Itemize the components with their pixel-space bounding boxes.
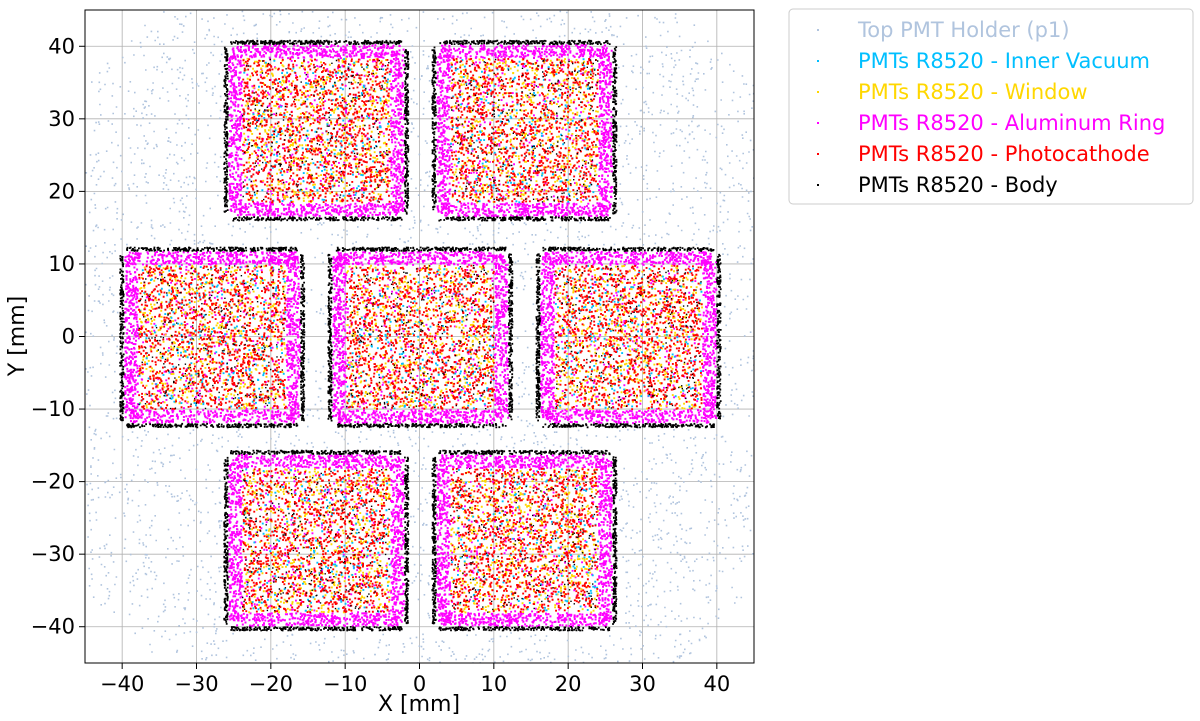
pmts-r8520-photocathode-points — [137, 58, 703, 613]
legend-entry: PMTs R8520 - Aluminum Ring — [858, 111, 1165, 135]
y-tick-label: 30 — [48, 107, 75, 131]
legend-marker — [817, 60, 819, 62]
legend-marker — [817, 29, 819, 31]
x-tick-label: 0 — [413, 672, 426, 696]
legend-entry: PMTs R8520 - Inner Vacuum — [858, 49, 1150, 73]
y-tick-label: −10 — [31, 397, 75, 421]
y-axis-label: Y [mm] — [5, 296, 30, 377]
x-tick-label: −10 — [323, 672, 367, 696]
legend-marker — [817, 184, 819, 186]
legend: Top PMT Holder (p1) PMTs R8520 - Inner Va… — [788, 8, 1194, 205]
data-points — [85, 10, 754, 663]
x-tick-label: 40 — [703, 672, 730, 696]
y-tick-label: 0 — [62, 325, 75, 349]
legend-marker — [817, 153, 819, 155]
legend-entry: PMTs R8520 - Window — [858, 80, 1088, 104]
legend-marker — [817, 122, 819, 124]
axis-ticks: −40 −30 −20 −10 0 10 20 30 40 −40 −30 −20 −10 0 10 20 30… — [31, 34, 731, 696]
x-tick-label: 20 — [555, 672, 582, 696]
y-tick-label: 10 — [48, 252, 75, 276]
x-axis-label: X [mm] — [378, 692, 460, 717]
y-tick-label: −30 — [31, 542, 75, 566]
y-tick-label: 20 — [48, 179, 75, 203]
legend-frame — [788, 8, 1194, 205]
legend-entry: Top PMT Holder (p1) — [857, 18, 1070, 42]
x-tick-label: 10 — [480, 672, 507, 696]
x-tick-label: −30 — [174, 672, 218, 696]
y-tick-label: −40 — [31, 615, 75, 639]
legend-entry: PMTs R8520 - Photocathode — [858, 142, 1150, 166]
y-tick-label: −20 — [31, 470, 75, 494]
x-tick-label: −20 — [249, 672, 293, 696]
x-tick-label: −40 — [100, 672, 144, 696]
legend-marker — [817, 91, 819, 93]
y-tick-label: 40 — [48, 34, 75, 58]
legend-entry: PMTs R8520 - Body — [858, 173, 1058, 197]
x-tick-label: 30 — [629, 672, 656, 696]
